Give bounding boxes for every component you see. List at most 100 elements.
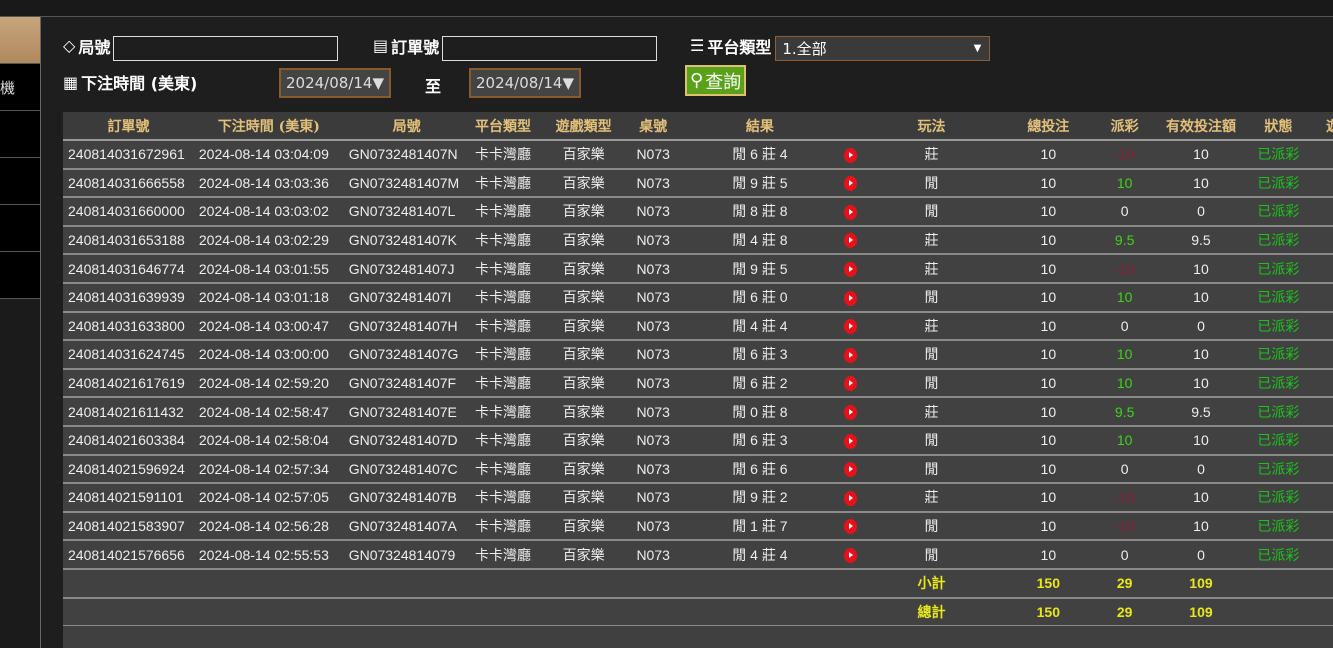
play-replay-icon[interactable] xyxy=(844,262,858,278)
empty xyxy=(630,568,676,599)
round-no: GN0732481407E xyxy=(343,397,470,427)
platform: 卡卡灣廳 xyxy=(469,340,537,370)
bet-type: 閒 xyxy=(857,540,1006,570)
play-replay-icon[interactable] xyxy=(844,319,858,335)
table-row[interactable]: 240814021576656 2024-08-14 02:55:53 GN0732… xyxy=(63,540,1333,570)
extra xyxy=(1313,254,1333,284)
game-type: 百家樂 xyxy=(536,511,631,542)
bet-type: 閒 xyxy=(857,511,1006,542)
play-replay-icon[interactable] xyxy=(844,347,858,363)
bet-time: 2024-08-14 02:58:47 xyxy=(193,397,344,427)
round-no: GN0732481407I xyxy=(343,282,470,313)
table-row[interactable]: 240814031646774 2024-08-14 03:01:55 GN0732… xyxy=(63,254,1333,284)
valid-bet: 10 xyxy=(1158,340,1244,370)
table-row[interactable]: 240814031660000 2024-08-14 03:03:02 GN0732… xyxy=(63,197,1333,227)
replay-cell xyxy=(844,225,858,256)
table-row[interactable]: 240814021596924 2024-08-14 02:57:34 GN0732… xyxy=(63,454,1333,485)
platform: 卡卡灣廳 xyxy=(469,368,537,399)
table-row[interactable]: 240814031624745 2024-08-14 03:00:00 GN0732… xyxy=(63,340,1333,370)
table-no: N073 xyxy=(630,254,676,284)
date-from-picker[interactable]: 2024/08/14▼ xyxy=(279,68,391,98)
platform: 卡卡灣廳 xyxy=(469,254,537,284)
play-replay-icon[interactable] xyxy=(844,519,858,535)
result: 閒 6 莊 0 xyxy=(675,282,845,313)
round-input[interactable] xyxy=(113,36,339,61)
extra xyxy=(1313,225,1333,256)
play-replay-icon[interactable] xyxy=(844,490,858,506)
table-row[interactable]: 240814021583907 2024-08-14 02:56:28 GN0732… xyxy=(63,511,1333,542)
platform-select[interactable]: 1.全部 ▼ xyxy=(775,36,991,61)
table-no: N073 xyxy=(630,140,676,170)
table-row[interactable]: 240814021591101 2024-08-14 02:57:05 GN0732… xyxy=(63,483,1333,513)
status: 已派彩 xyxy=(1243,397,1314,427)
game-type: 百家樂 xyxy=(536,425,631,456)
payout: 0 xyxy=(1090,454,1159,485)
empty xyxy=(63,597,194,628)
date-to-picker[interactable]: 2024/08/14▼ xyxy=(469,68,581,98)
column-header: 下注時間 (美東) xyxy=(193,112,344,141)
clipboard-icon: ▤ xyxy=(373,36,389,55)
sidebar-item[interactable] xyxy=(0,252,40,299)
query-button[interactable]: ⚲ 查詢 xyxy=(685,65,747,96)
table-no: N073 xyxy=(630,197,676,227)
sidebar-item[interactable] xyxy=(0,205,40,252)
play-replay-icon[interactable] xyxy=(844,147,858,163)
table-row[interactable]: 240814031653188 2024-08-14 03:02:29 GN0732… xyxy=(63,225,1333,256)
bet-type: 莊 xyxy=(857,140,1006,170)
play-replay-icon[interactable] xyxy=(844,433,858,449)
column-header: 遊 xyxy=(1313,112,1333,141)
round-no: GN0732481407N xyxy=(343,140,470,170)
platform: 卡卡灣廳 xyxy=(469,397,537,427)
bet-type: 閒 xyxy=(857,425,1006,456)
table-row[interactable]: 240814031672961 2024-08-14 03:04:09 GN0732… xyxy=(63,140,1333,170)
platform-label: 平台類型 xyxy=(707,37,772,57)
bet-type: 莊 xyxy=(857,254,1006,284)
play-replay-icon[interactable] xyxy=(844,204,858,220)
table-no: N073 xyxy=(630,483,676,513)
play-replay-icon[interactable] xyxy=(844,290,858,306)
bet-time: 2024-08-14 03:02:29 xyxy=(193,225,344,256)
play-replay-icon[interactable] xyxy=(844,376,858,392)
round-no: GN0732481407D xyxy=(343,425,470,456)
total-bet: 10 xyxy=(1005,282,1091,313)
sidebar-item[interactable]: 機 xyxy=(0,64,40,111)
table-row[interactable]: 240814031666558 2024-08-14 03:03:36 GN0732… xyxy=(63,168,1333,199)
order-no: 240814021583907 xyxy=(63,511,194,542)
extra xyxy=(1313,483,1333,513)
sidebar-item-active[interactable] xyxy=(0,17,40,64)
sidebar-item[interactable] xyxy=(0,158,40,205)
play-replay-icon[interactable] xyxy=(844,548,858,563)
platform: 卡卡灣廳 xyxy=(469,197,537,227)
bet-type: 閒 xyxy=(857,197,1006,227)
result: 閒 8 莊 8 xyxy=(675,197,845,227)
play-replay-icon[interactable] xyxy=(844,462,858,478)
order-no: 240814031633800 xyxy=(63,311,194,342)
time-label: 下注時間 (美東) xyxy=(81,74,198,93)
table-row[interactable]: 240814031633800 2024-08-14 03:00:47 GN0732… xyxy=(63,311,1333,342)
round-filter: ◇ 局號 xyxy=(63,30,339,61)
play-replay-icon[interactable] xyxy=(844,405,858,421)
platform: 卡卡灣廳 xyxy=(469,540,537,570)
order-input[interactable] xyxy=(442,36,658,61)
status: 已派彩 xyxy=(1243,540,1314,570)
table-no: N073 xyxy=(630,511,676,542)
game-type: 百家樂 xyxy=(536,454,631,485)
total-bet: 10 xyxy=(1005,168,1091,199)
bet-time: 2024-08-14 02:59:20 xyxy=(193,368,344,399)
table-no: N073 xyxy=(630,282,676,313)
play-replay-icon[interactable] xyxy=(844,176,858,192)
table-row[interactable]: 240814031639939 2024-08-14 03:01:18 GN0732… xyxy=(63,282,1333,313)
sidebar-item[interactable] xyxy=(0,111,40,158)
table-row[interactable]: 240814021603384 2024-08-14 02:58:04 GN0732… xyxy=(63,425,1333,456)
play-replay-icon[interactable] xyxy=(844,233,858,249)
extra xyxy=(1313,368,1333,399)
column-header: 狀態 xyxy=(1243,112,1314,141)
empty xyxy=(1313,568,1333,599)
extra xyxy=(1313,454,1333,485)
status: 已派彩 xyxy=(1243,454,1314,485)
payout: 10 xyxy=(1090,282,1159,313)
total-bet: 10 xyxy=(1005,425,1091,456)
table-row[interactable]: 240814021611432 2024-08-14 02:58:47 GN0732… xyxy=(63,397,1333,427)
table-row[interactable]: 240814021617619 2024-08-14 02:59:20 GN0732… xyxy=(63,368,1333,399)
query-label: 查詢 xyxy=(705,71,742,93)
